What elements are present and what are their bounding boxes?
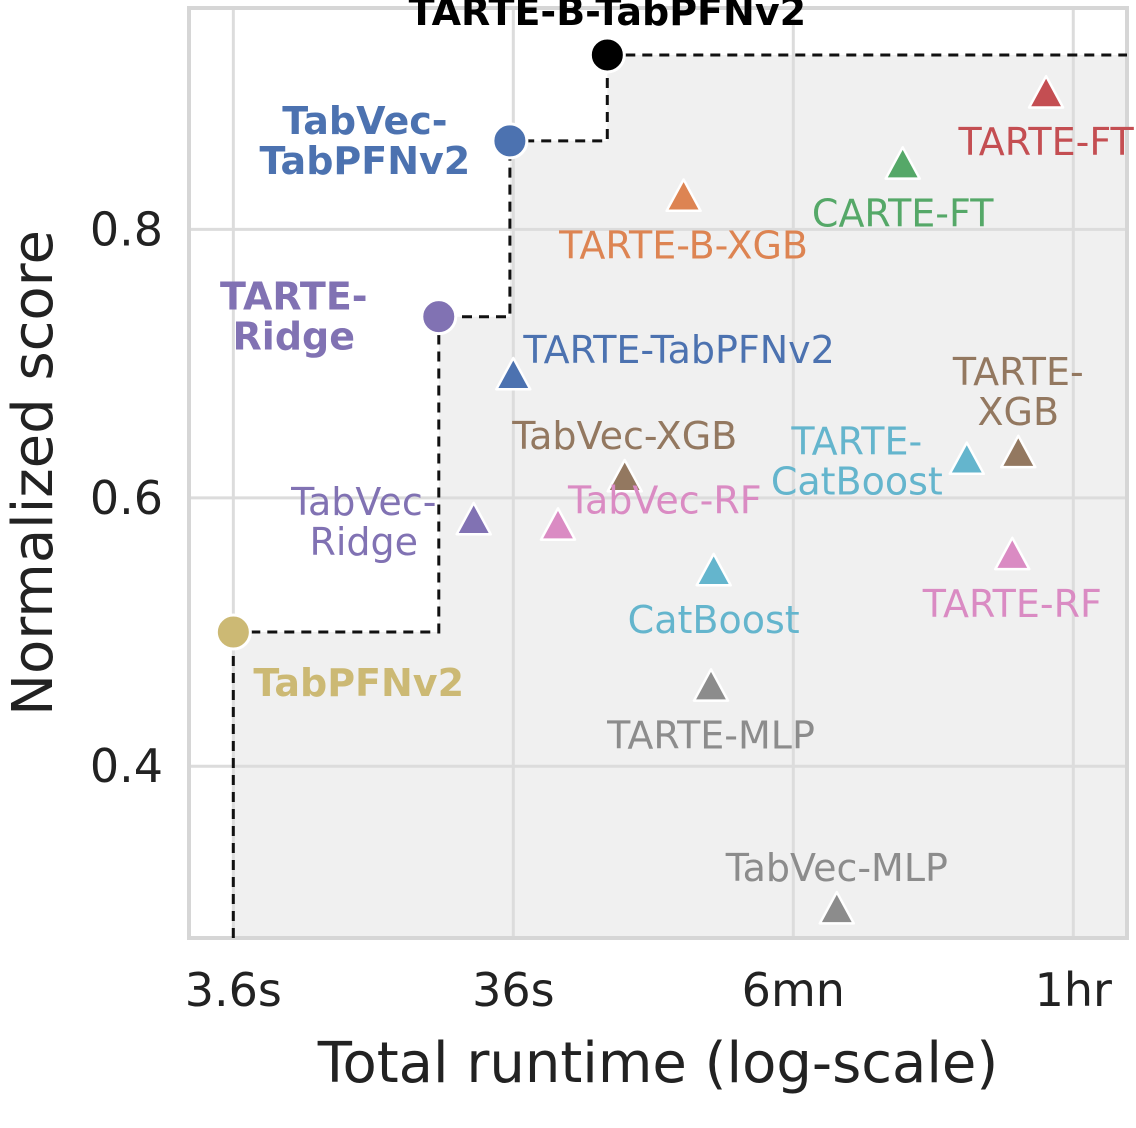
point-catboost	[695, 552, 732, 587]
point-label-tabvec-tabpfnv2: TabVec-TabPFNv2	[260, 99, 471, 183]
data-points: TabPFNv2 TARTE-Ridge TabVec-TabPFNv2 TARTE-…	[214, 0, 1135, 925]
y-axis-title: Normalized score	[1, 230, 66, 716]
point-tabvec-rf	[539, 507, 577, 541]
point-tabpfnv2	[214, 613, 252, 651]
y-tick-label-0-8: 0.8	[90, 202, 163, 256]
point-label-tarte-rf: TARTE-RF	[922, 582, 1102, 626]
plot-frame	[187, 6, 1129, 940]
point-label-tabvec-mlp: TabVec-MLP	[725, 846, 948, 890]
point-label-catboost: CatBoost	[628, 598, 800, 642]
point-label-tarte-b-tabpfnv2: TARTE-B-TabPFNv2	[409, 0, 806, 34]
point-tarte-ft	[1027, 74, 1065, 109]
point-tabvec-tabpfnv2	[491, 122, 529, 160]
x-tick-label-36s: 36s	[472, 963, 555, 1017]
point-label-tarte-b-xgb: TARTE-B-XGB	[558, 224, 808, 268]
point-label-tabvec-xgb: TabVec-XGB	[511, 414, 737, 458]
point-label-tarte-ft: TARTE-FT	[958, 120, 1135, 164]
point-tabvec-ridge	[455, 501, 492, 536]
x-tick-label-1hr: 1hr	[1035, 963, 1112, 1017]
point-tarte-b-xgb	[665, 178, 702, 213]
point-label-tarte-ridge: TARTE-Ridge	[220, 275, 368, 359]
point-label-tarte-catboost: TARTE-CatBoost	[771, 420, 943, 504]
point-tarte-ridge	[420, 298, 458, 336]
point-label-carte-ft: CARTE-FT	[812, 191, 994, 235]
point-tabvec-xgb	[606, 458, 643, 493]
point-tarte-xgb	[1000, 434, 1037, 469]
point-tarte-tabpfnv2	[495, 356, 532, 391]
point-tarte-b-tabpfnv2	[588, 36, 626, 74]
x-axis-title: Total runtime (log-scale)	[317, 1031, 998, 1096]
point-tabvec-mlp	[818, 890, 856, 925]
point-tarte-rf	[994, 536, 1031, 571]
point-label-tarte-tabpfnv2: TARTE-TabPFNv2	[522, 328, 835, 372]
axis-ticks: 3.6s 36s 6mn 1hr 0.4 0.6 0.8	[90, 202, 1112, 1017]
point-label-tarte-mlp: TARTE-MLP	[606, 713, 815, 757]
y-tick-label-0-6: 0.6	[90, 471, 163, 525]
point-carte-ft	[884, 146, 921, 180]
point-tarte-mlp	[692, 668, 730, 702]
y-tick-label-0-4: 0.4	[90, 739, 163, 793]
point-label-tabvec-ridge: TabVec-Ridge	[290, 480, 436, 564]
point-label-tabpfnv2: TabPFNv2	[253, 661, 464, 705]
pareto-front-line	[231, 53, 1127, 938]
x-tick-label-3-6s: 3.6s	[185, 963, 282, 1017]
point-tarte-catboost	[948, 441, 986, 476]
x-tick-label-6mn: 6mn	[742, 963, 845, 1017]
point-label-tabvec-rf: TabVec-RF	[567, 478, 762, 522]
point-label-tarte-xgb: TARTE-XGB	[952, 350, 1084, 434]
